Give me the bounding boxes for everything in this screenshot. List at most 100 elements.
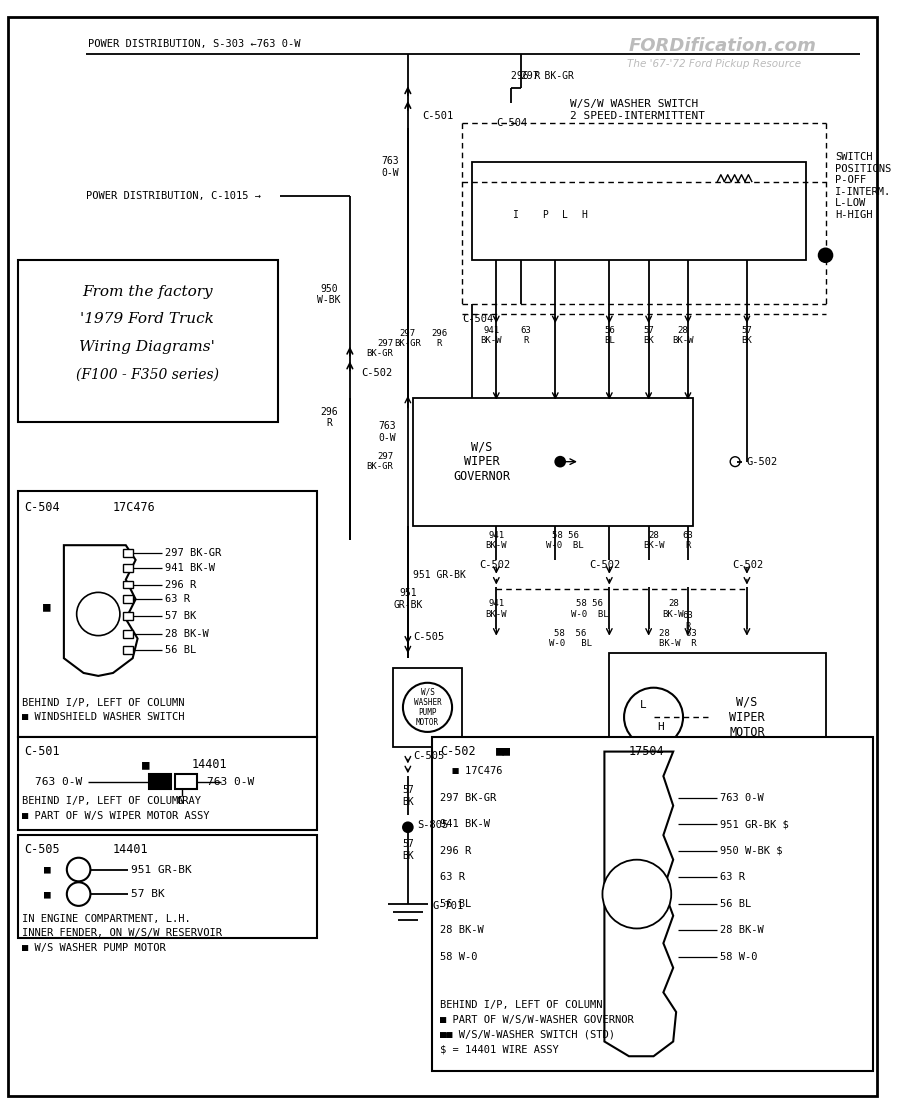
Text: ■ 17C476: ■ 17C476 (440, 766, 503, 776)
Text: 297
BK-GR: 297 BK-GR (366, 452, 393, 472)
Text: L: L (640, 700, 647, 710)
Text: 57
BK: 57 BK (742, 326, 752, 345)
Bar (609, 653, 825, 781)
Text: INNER FENDER, ON W/S/W RESERVOIR: INNER FENDER, ON W/S/W RESERVOIR (22, 928, 221, 938)
Text: 941 BK-W: 941 BK-W (165, 563, 215, 573)
Text: 17504: 17504 (629, 745, 664, 758)
Text: POWER DISTRIBUTION, C-1015 →: POWER DISTRIBUTION, C-1015 → (86, 191, 262, 201)
Text: W/S
WIPER
MOTOR: W/S WIPER MOTOR (729, 696, 765, 739)
Text: 14401: 14401 (192, 758, 228, 771)
Text: BEHIND I/P, LEFT OF COLUMN: BEHIND I/P, LEFT OF COLUMN (440, 1001, 603, 1011)
Bar (122, 549, 132, 556)
Text: (F100 - F350 series): (F100 - F350 series) (76, 367, 219, 382)
Text: 56 BL: 56 BL (440, 899, 472, 909)
Text: '1979 Ford Truck: '1979 Ford Truck (80, 313, 214, 326)
Text: 763 0-W: 763 0-W (720, 792, 764, 802)
Text: 28
BK-W: 28 BK-W (672, 326, 694, 345)
Text: GRAY: GRAY (177, 796, 202, 806)
Text: 28 BK-W: 28 BK-W (440, 925, 484, 935)
Bar (18, 835, 318, 938)
Bar (18, 737, 318, 830)
Text: 950 W-BK $: 950 W-BK $ (720, 846, 783, 856)
Text: ■ PART OF W/S WIPER MOTOR ASSY: ■ PART OF W/S WIPER MOTOR ASSY (22, 810, 209, 820)
Text: 28
BK-W: 28 BK-W (643, 531, 664, 550)
Text: $ = 14401 WIRE ASSY: $ = 14401 WIRE ASSY (440, 1044, 559, 1054)
Text: C-505: C-505 (413, 751, 444, 761)
Bar (122, 647, 132, 654)
Bar (413, 397, 693, 525)
Text: 57
BK: 57 BK (402, 839, 414, 860)
Text: ■: ■ (141, 758, 149, 771)
Bar (122, 564, 132, 572)
Bar (18, 260, 278, 422)
Bar (432, 737, 873, 1071)
Text: 951 GR-BK: 951 GR-BK (130, 865, 192, 875)
Text: 63
R: 63 R (682, 611, 693, 631)
Circle shape (508, 194, 524, 209)
Text: 28 BK-W: 28 BK-W (720, 925, 764, 935)
Text: 763 0-W: 763 0-W (207, 777, 255, 787)
Text: 297
BK-GR: 297 BK-GR (366, 339, 393, 358)
Text: Wiring Diagrams': Wiring Diagrams' (79, 339, 215, 354)
Bar (122, 595, 132, 603)
Circle shape (624, 688, 683, 747)
Circle shape (709, 194, 725, 209)
Circle shape (602, 859, 671, 928)
Circle shape (680, 194, 696, 209)
Text: BEHIND I/P, LEFT OF COLUMN: BEHIND I/P, LEFT OF COLUMN (22, 698, 184, 708)
Text: POWER DISTRIBUTION, S-303 ←763 0-W: POWER DISTRIBUTION, S-303 ←763 0-W (88, 39, 301, 49)
Circle shape (555, 456, 565, 466)
Circle shape (557, 194, 573, 209)
Text: 941
BK-W: 941 BK-W (486, 531, 507, 550)
Text: C-501: C-501 (423, 110, 454, 120)
Text: H: H (581, 210, 588, 220)
Text: 297 BK-GR: 297 BK-GR (165, 548, 221, 558)
Circle shape (730, 456, 740, 466)
Bar (122, 581, 132, 589)
Text: 58 W-0: 58 W-0 (720, 952, 758, 962)
Text: 950
W-BK: 950 W-BK (318, 284, 341, 305)
Text: S-805: S-805 (418, 820, 449, 830)
Text: 63
R: 63 R (682, 531, 693, 550)
Text: From the factory: From the factory (82, 285, 212, 298)
Text: 941
BK-W: 941 BK-W (481, 326, 502, 345)
Text: C-504: C-504 (496, 118, 527, 128)
Text: 57
BK: 57 BK (402, 785, 414, 807)
Text: 951
GR-BK: 951 GR-BK (393, 589, 422, 610)
Text: 296
R: 296 R (320, 406, 338, 429)
Text: ■: ■ (44, 865, 50, 875)
Text: 296 R: 296 R (511, 71, 540, 81)
Circle shape (631, 194, 647, 209)
Text: ■ WINDSHIELD WASHER SWITCH: ■ WINDSHIELD WASHER SWITCH (22, 712, 184, 722)
Text: 296 R: 296 R (440, 846, 472, 856)
Text: 14401: 14401 (113, 843, 148, 856)
Text: 57 BK: 57 BK (165, 611, 196, 621)
Text: 941
BK-W: 941 BK-W (486, 600, 507, 619)
Text: 17C476: 17C476 (113, 501, 156, 514)
Text: 56
BL: 56 BL (604, 326, 615, 345)
Text: 296
R: 296 R (431, 329, 447, 348)
Circle shape (638, 775, 650, 787)
Text: 763
0-W: 763 0-W (382, 156, 399, 178)
Circle shape (67, 858, 90, 881)
Text: P: P (543, 210, 548, 220)
Text: 63 R: 63 R (165, 594, 190, 604)
Text: W/S/W WASHER SWITCH: W/S/W WASHER SWITCH (570, 99, 698, 109)
Bar (18, 491, 318, 737)
Circle shape (483, 194, 500, 209)
Text: 951 GR-BK: 951 GR-BK (413, 570, 465, 580)
Text: C-504: C-504 (24, 501, 60, 514)
Text: SWITCH
POSITIONS
P-OFF
I-INTERM.
L-LOW
H-HIGH: SWITCH POSITIONS P-OFF I-INTERM. L-LOW H… (835, 152, 892, 220)
Circle shape (403, 682, 452, 732)
Text: 58 W-0: 58 W-0 (440, 952, 478, 962)
Bar (122, 612, 132, 620)
Text: C-504: C-504 (462, 314, 493, 324)
Text: H: H (657, 722, 664, 732)
Circle shape (403, 823, 413, 833)
Text: 28   63
BK-W  R: 28 63 BK-W R (660, 629, 697, 648)
Text: 58 56
W-0  BL: 58 56 W-0 BL (546, 531, 584, 550)
Text: C-502: C-502 (733, 560, 763, 570)
Text: C-502: C-502 (362, 368, 393, 378)
Bar (122, 630, 132, 638)
Bar (472, 161, 806, 260)
